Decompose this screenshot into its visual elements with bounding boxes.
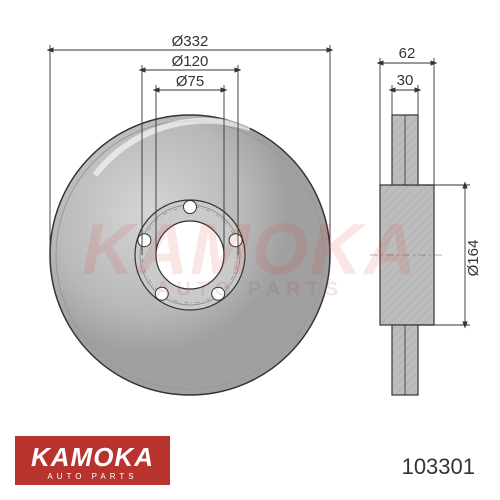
technical-drawing: Ø332 Ø120 Ø75 62 30 Ø164 [0,0,500,500]
part-number: 103301 [402,454,475,480]
dim-outer-diameter: Ø332 [172,33,209,50]
brand-logo: KAMOKA AUTO PARTS [15,436,170,485]
brand-tagline: AUTO PARTS [31,472,154,481]
dim-thickness: 30 [397,72,414,89]
dim-bore: Ø75 [176,73,204,90]
dim-hat-diameter: Ø164 [465,240,482,277]
brand-name: KAMOKA [31,444,154,470]
dim-bolt-circle: Ø120 [172,53,209,70]
front-view [50,115,330,395]
dim-overall-width: 62 [399,45,416,62]
